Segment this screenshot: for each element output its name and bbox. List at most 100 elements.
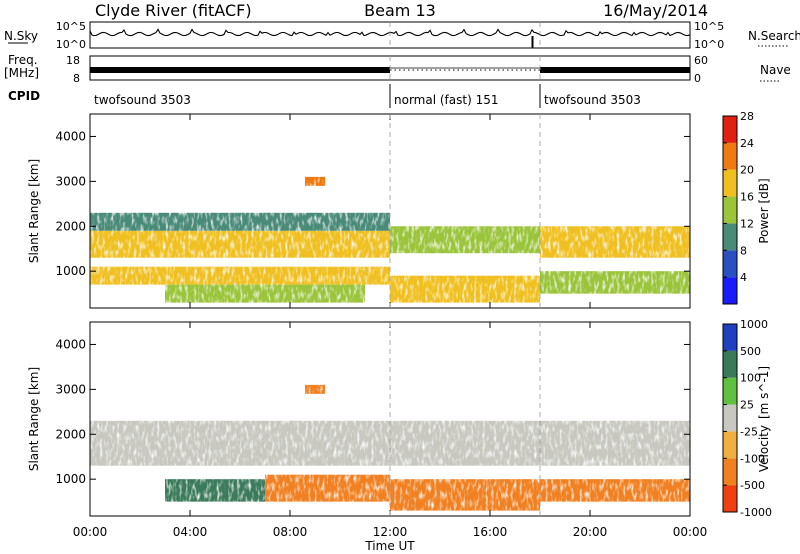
station-title: Clyde River (fitACF) <box>95 1 252 20</box>
power-y-axis: 1000 2000 3000 4000 <box>55 129 690 278</box>
power-colorbar: 4 8 12 16 20 24 28 <box>722 110 754 305</box>
power-colorbar-tick-label: 20 <box>740 164 754 177</box>
cpid-row: CPID twofsound 3503 normal (fast) 151 twof… <box>8 84 641 108</box>
power-colorbar-swatch <box>723 277 737 304</box>
y-tick-label: 4000 <box>55 337 86 351</box>
power-cell <box>305 176 325 186</box>
freq-panel: Freq. [MHz] 18 8 60 0 Nave <box>4 53 791 85</box>
freq-label: Freq. <box>8 53 38 67</box>
velocity-colorbar-swatch <box>723 324 737 351</box>
nsky-tick-top: 10^5 <box>56 20 86 33</box>
power-cell <box>390 275 540 303</box>
velocity-panel: 1000 2000 3000 4000 Slant Range [km] 1000 50… <box>27 318 772 519</box>
power-cell <box>390 226 540 254</box>
y-tick-label: 4000 <box>55 129 86 143</box>
velocity-colorbar-swatch <box>723 485 737 512</box>
nsearch-label: N.Search <box>748 29 800 43</box>
velocity-colorbar-tick-label: -500 <box>740 479 765 492</box>
x-tick-label: 20:00 <box>573 525 608 539</box>
power-cell <box>90 266 390 285</box>
power-colorbar-swatch <box>723 142 737 170</box>
power-y-axis-label: Slant Range [km] <box>27 159 41 263</box>
velocity-colorbar-swatch <box>723 431 737 459</box>
power-colorbar-label: Power [dB] <box>757 178 771 243</box>
velocity-colorbar-tick-label: 25 <box>740 399 754 412</box>
y-tick-label: 2000 <box>55 427 86 441</box>
y-tick-label: 2000 <box>55 219 86 233</box>
nave-tick-bottom: 0 <box>694 72 701 85</box>
x-tick-label: 12:00 <box>373 525 408 539</box>
velocity-colorbar: 1000 500 100 25 -25 -100 -500 -1000 <box>722 318 772 519</box>
power-colorbar-swatch <box>723 250 737 278</box>
x-tick-label: 00:00 <box>673 525 708 539</box>
velocity-colorbar-frame <box>722 323 738 513</box>
velocity-cell <box>390 479 540 511</box>
freq-unit: [MHz] <box>4 66 39 80</box>
velocity-colorbar-tick-label: 100 <box>740 372 761 385</box>
beam-title: Beam 13 <box>364 1 436 20</box>
velocity-colorbar-tick-label: -1000 <box>740 506 772 519</box>
x-tick-label: 00:00 <box>73 525 108 539</box>
nsky-tick-bottom: 10^0 <box>56 38 86 51</box>
x-axis: 00:00 04:00 08:00 12:00 16:00 20:00 00:00 <box>73 114 708 539</box>
power-cell <box>90 212 390 231</box>
velocity-colorbar-title: Velocity <box>757 425 771 472</box>
velocity-y-axis-label: Slant Range [km] <box>27 367 41 471</box>
freq-tick-top: 18 <box>66 54 80 67</box>
power-cell <box>165 284 365 303</box>
x-tick-label: 16:00 <box>473 525 508 539</box>
velocity-colorbar-label: Velocity [m s^-1] <box>757 366 771 472</box>
power-cell <box>90 230 390 258</box>
x-axis-label: Time UT <box>364 539 415 553</box>
x-tick-label: 08:00 <box>273 525 308 539</box>
velocity-colorbar-unit: [m s^-1] <box>757 366 771 419</box>
freq-trace <box>90 67 690 73</box>
power-colorbar-tick-label: 4 <box>740 271 747 284</box>
velocity-cell <box>165 479 265 502</box>
velocity-colorbar-swatch <box>723 350 737 378</box>
power-colorbar-swatch <box>723 223 737 251</box>
power-cell <box>540 226 690 258</box>
power-heatmap <box>90 176 690 303</box>
nsky-panel: N.Sky 10^5 10^0 10^5 10^0 N.Search <box>4 20 800 51</box>
power-colorbar-swatch <box>723 116 737 143</box>
x-tick-label: 04:00 <box>173 525 208 539</box>
power-colorbar-tick-label: 24 <box>740 137 754 150</box>
nave-tick-top: 60 <box>694 54 708 67</box>
cpid-label: CPID <box>8 89 40 103</box>
power-colorbar-swatch <box>723 169 737 197</box>
velocity-colorbar-swatch <box>723 458 737 486</box>
nave-label: Nave <box>760 63 791 77</box>
y-tick-label: 1000 <box>55 472 86 486</box>
velocity-colorbar-tick-label: 500 <box>740 345 761 358</box>
velocity-y-axis: 1000 2000 3000 4000 <box>55 337 690 486</box>
power-colorbar-frame <box>722 115 738 305</box>
freq-band <box>90 67 390 73</box>
velocity-colorbar-tick-label: -25 <box>740 425 758 438</box>
velocity-colorbar-swatch <box>723 377 737 405</box>
velocity-colorbar-tick-label: 1000 <box>740 318 768 331</box>
nsky-label: N.Sky <box>4 29 38 43</box>
y-tick-label: 3000 <box>55 382 86 396</box>
velocity-colorbar-swatch <box>723 404 737 432</box>
power-colorbar-swatch <box>723 196 737 224</box>
date-title: 16/May/2014 <box>603 1 708 20</box>
cpid-segment-label: twofsound 3503 <box>94 93 191 107</box>
power-panel: 1000 2000 3000 4000 Slant Range [km] 4 8 12 16… <box>27 110 771 309</box>
power-colorbar-tick-label: 8 <box>740 244 747 257</box>
power-colorbar-tick-label: 16 <box>740 191 754 204</box>
velocity-cell <box>265 474 390 502</box>
nsearch-tick-top: 10^5 <box>694 20 724 33</box>
nsearch-tick-bottom: 10^0 <box>694 38 724 51</box>
cpid-segment-label: normal (fast) 151 <box>394 93 498 107</box>
power-colorbar-tick-label: 28 <box>740 110 754 123</box>
y-tick-label: 1000 <box>55 264 86 278</box>
velocity-colorbar-tick-label: -100 <box>740 452 765 465</box>
velocity-cell <box>305 384 325 394</box>
power-cell <box>540 271 690 294</box>
freq-band <box>540 67 690 73</box>
freq-tick-bottom: 8 <box>73 72 80 85</box>
y-tick-label: 3000 <box>55 174 86 188</box>
cpid-segment-label: twofsound 3503 <box>544 93 641 107</box>
